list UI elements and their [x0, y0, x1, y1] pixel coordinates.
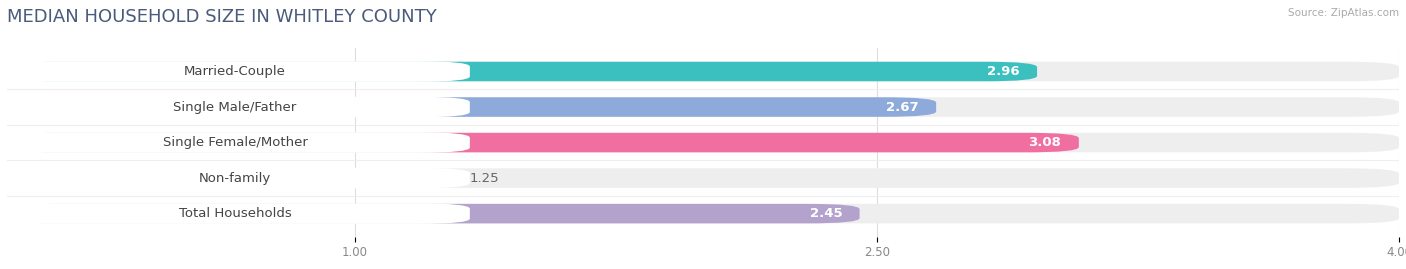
FancyBboxPatch shape	[7, 133, 1399, 152]
FancyBboxPatch shape	[0, 61, 470, 82]
FancyBboxPatch shape	[7, 168, 441, 188]
Text: Single Female/Mother: Single Female/Mother	[163, 136, 308, 149]
FancyBboxPatch shape	[0, 132, 470, 153]
FancyBboxPatch shape	[0, 168, 470, 188]
Text: Single Male/Father: Single Male/Father	[173, 101, 297, 114]
Text: Source: ZipAtlas.com: Source: ZipAtlas.com	[1288, 8, 1399, 18]
Text: Non-family: Non-family	[198, 172, 271, 185]
FancyBboxPatch shape	[7, 204, 1399, 223]
FancyBboxPatch shape	[7, 204, 859, 223]
FancyBboxPatch shape	[7, 62, 1038, 81]
Text: 1.25: 1.25	[470, 172, 499, 185]
FancyBboxPatch shape	[7, 97, 936, 117]
FancyBboxPatch shape	[0, 203, 470, 224]
FancyBboxPatch shape	[7, 62, 1399, 81]
Text: 2.96: 2.96	[987, 65, 1019, 78]
FancyBboxPatch shape	[7, 168, 1399, 188]
Text: Total Households: Total Households	[179, 207, 291, 220]
Text: 2.45: 2.45	[810, 207, 842, 220]
FancyBboxPatch shape	[7, 97, 1399, 117]
Text: 3.08: 3.08	[1029, 136, 1062, 149]
FancyBboxPatch shape	[0, 97, 470, 117]
Text: MEDIAN HOUSEHOLD SIZE IN WHITLEY COUNTY: MEDIAN HOUSEHOLD SIZE IN WHITLEY COUNTY	[7, 8, 437, 26]
FancyBboxPatch shape	[7, 133, 1078, 152]
Text: Married-Couple: Married-Couple	[184, 65, 285, 78]
Text: 2.67: 2.67	[886, 101, 918, 114]
